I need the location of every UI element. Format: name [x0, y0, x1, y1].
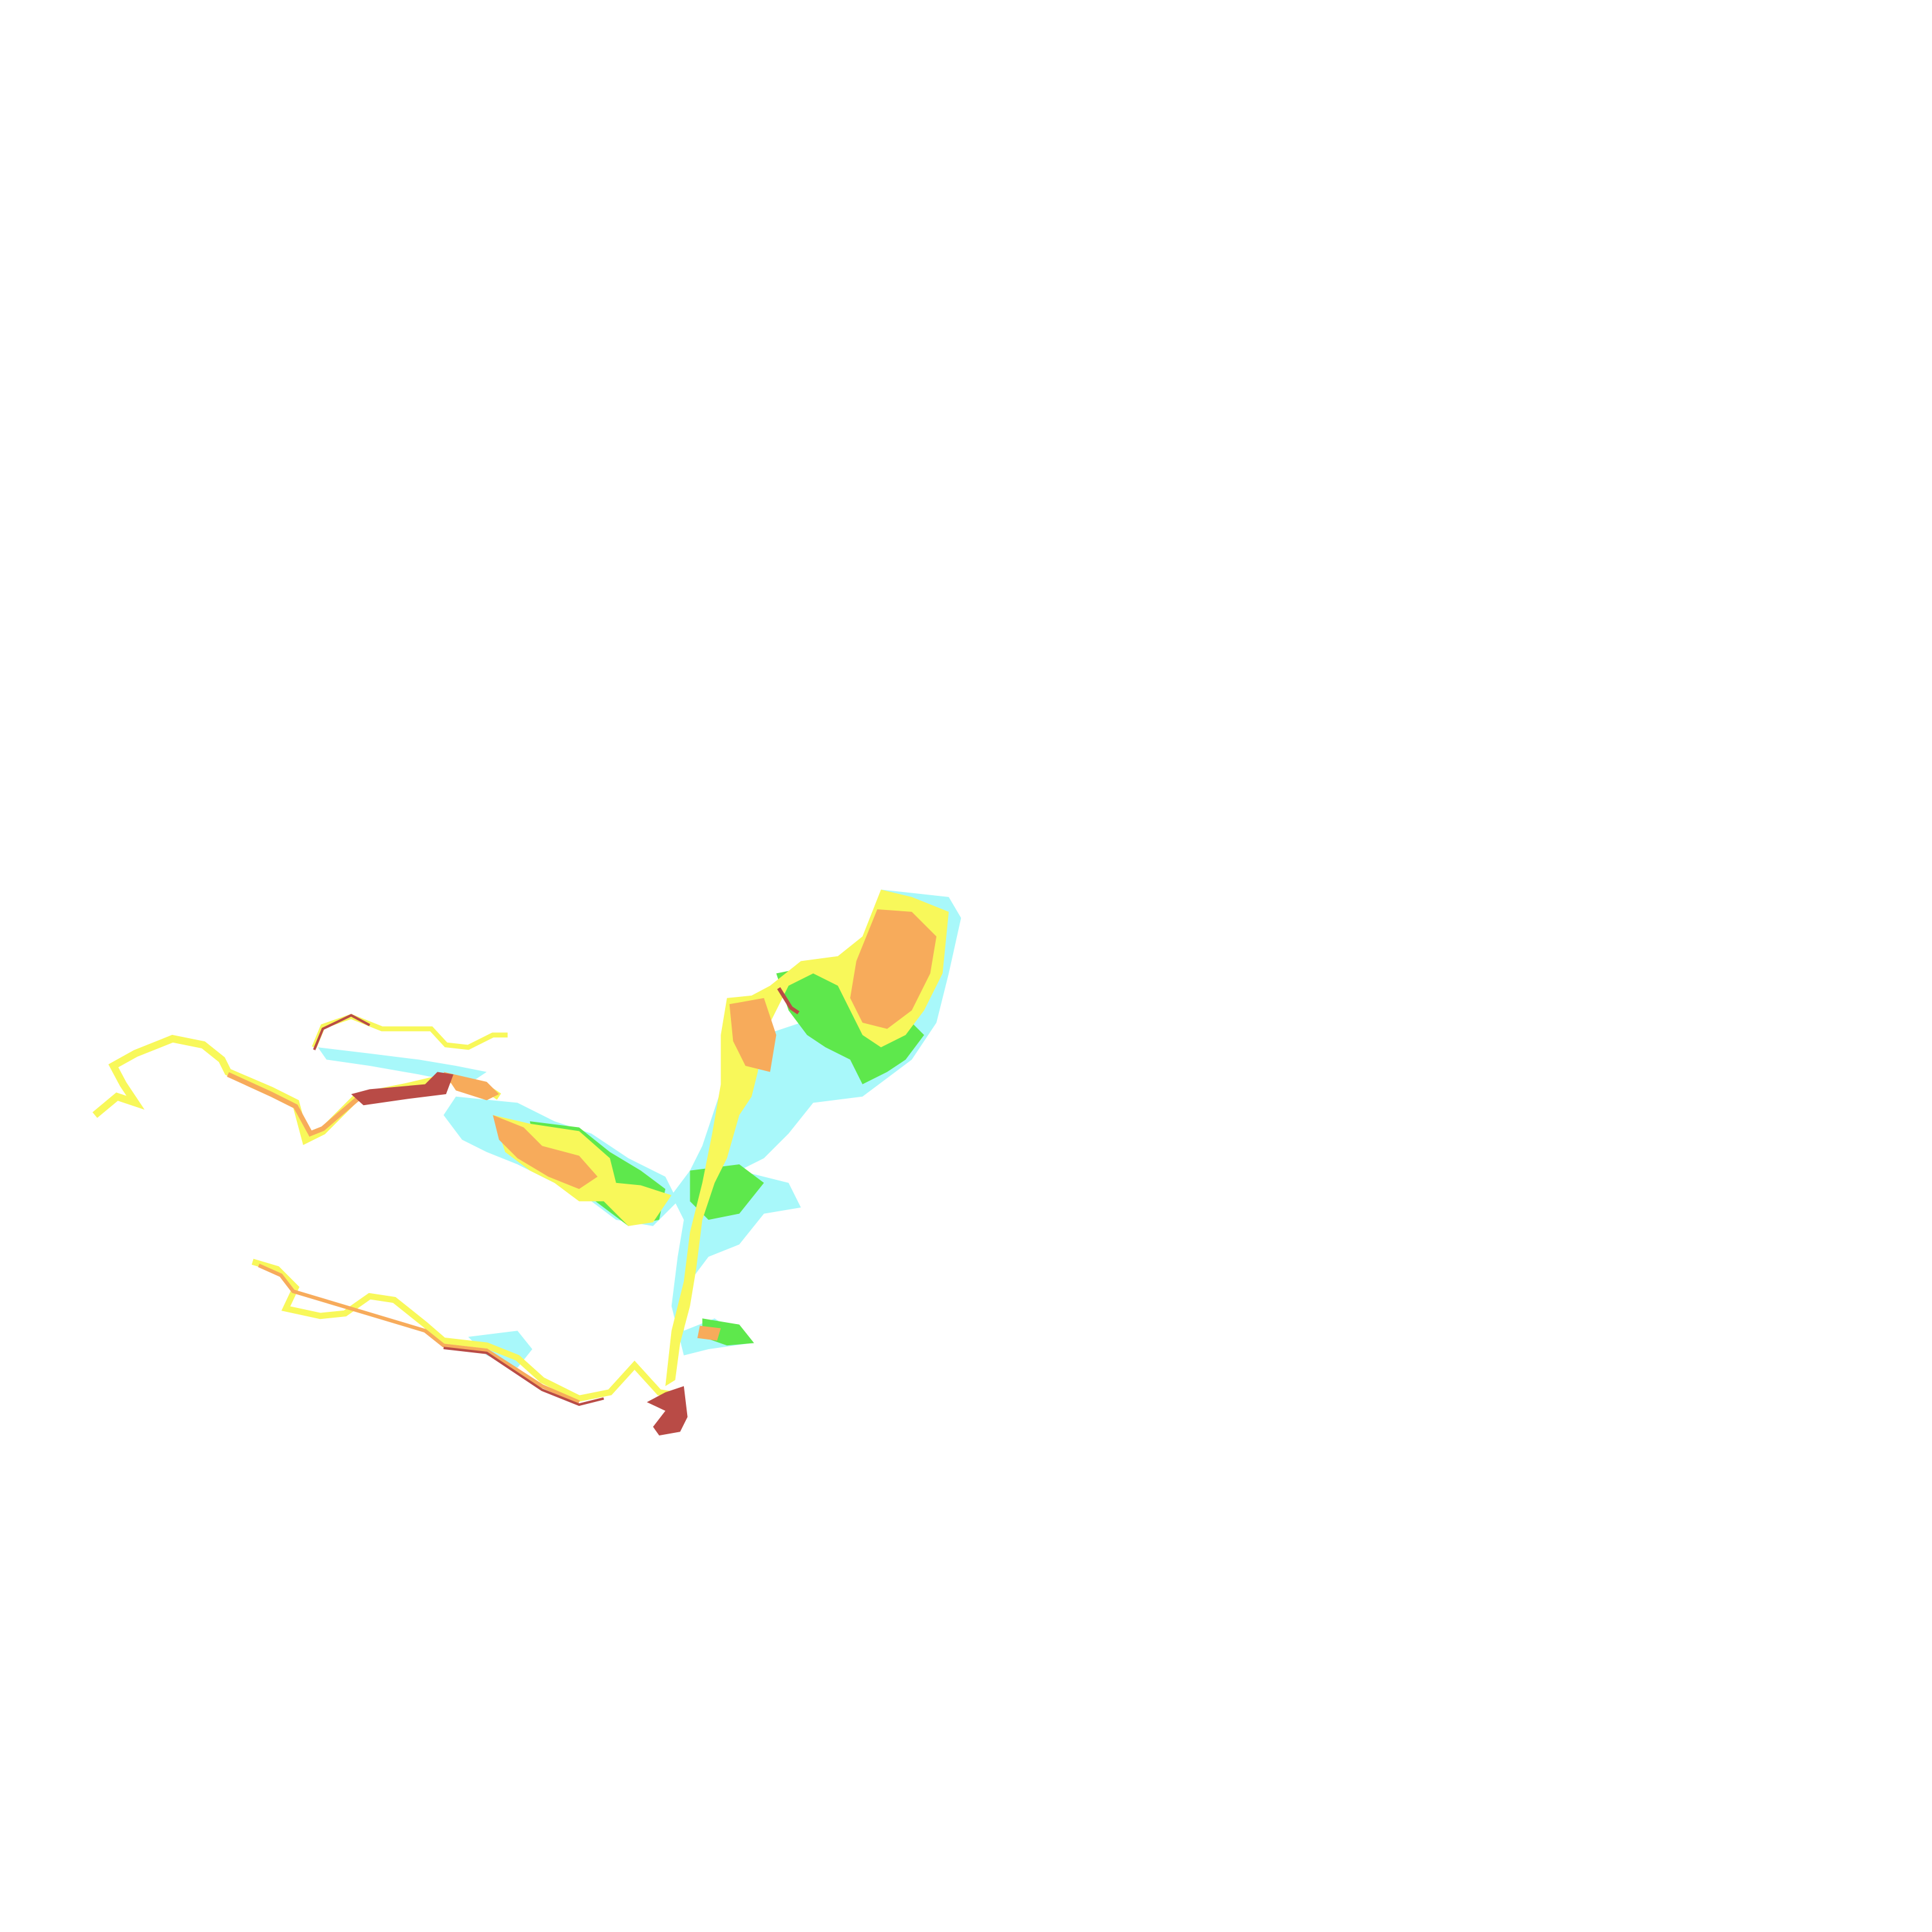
strip-yellow-loop	[312, 1014, 508, 1050]
region-orange-mid	[493, 1115, 598, 1189]
region-orange-ne-large	[850, 909, 937, 1029]
layer-class-5	[313, 987, 800, 1435]
strip-orange-south	[258, 1264, 580, 1404]
region-red-south	[647, 1386, 688, 1435]
region-orange-south	[697, 1325, 721, 1341]
strip-red-loop	[313, 1014, 370, 1050]
region-orange-north	[443, 1072, 499, 1101]
region-orange-ne-small	[729, 998, 777, 1072]
strip-red-ne	[777, 987, 800, 1015]
region-green-ne	[776, 961, 924, 1084]
layer-class-4	[227, 909, 937, 1404]
region-red-north	[351, 1072, 454, 1106]
strip-yellow-south	[251, 1258, 676, 1402]
strip-red-south	[443, 1347, 604, 1406]
